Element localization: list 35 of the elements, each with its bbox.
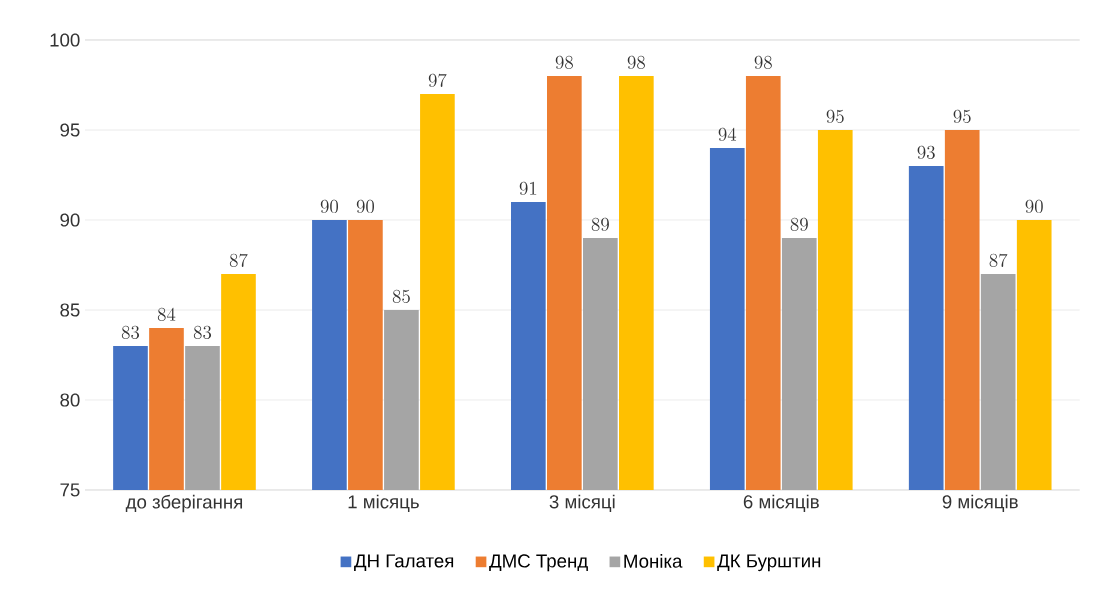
x-tick-label: 6 місяців — [743, 494, 819, 512]
y-tick-label: 100 — [50, 33, 80, 47]
data-label: 93 — [917, 145, 935, 160]
x-tick-label: 9 місяців — [942, 494, 1018, 512]
y-tick-label: 90 — [60, 213, 80, 227]
data-label: 90 — [356, 199, 374, 214]
legend-label: Моніка — [624, 554, 683, 568]
data-label: 95 — [953, 109, 971, 124]
x-tick-label: 1 місяць — [348, 494, 419, 512]
data-label: 97 — [428, 73, 447, 88]
data-label: 98 — [555, 55, 573, 70]
legend-label: ДК Бурштин — [717, 554, 821, 572]
data-label: 83 — [121, 325, 140, 340]
data-label: 98 — [627, 55, 645, 70]
y-tick-label: 75 — [60, 483, 80, 497]
y-tick-label: 95 — [60, 123, 80, 137]
data-label: 87 — [989, 253, 1008, 268]
data-label: 83 — [193, 325, 212, 340]
data-label: 90 — [1025, 199, 1043, 214]
legend-label: ДН Галатея — [354, 554, 454, 572]
data-label: 90 — [320, 199, 338, 214]
data-label: 85 — [392, 289, 410, 304]
data-label: 89 — [790, 217, 808, 232]
data-label: 95 — [826, 109, 844, 124]
data-label: 91 — [519, 181, 537, 196]
data-label: 84 — [157, 307, 176, 322]
data-label: 87 — [229, 253, 248, 268]
legend-label: ДМС Тренд — [489, 554, 588, 572]
x-tick-label: до зберігання — [125, 494, 243, 513]
y-tick-label: 85 — [60, 303, 80, 317]
data-label: 94 — [718, 127, 737, 142]
data-label: 89 — [591, 217, 609, 232]
data-label: 98 — [754, 55, 772, 70]
y-tick-label: 80 — [60, 393, 80, 407]
x-tick-label: 3 місяці — [549, 494, 615, 512]
